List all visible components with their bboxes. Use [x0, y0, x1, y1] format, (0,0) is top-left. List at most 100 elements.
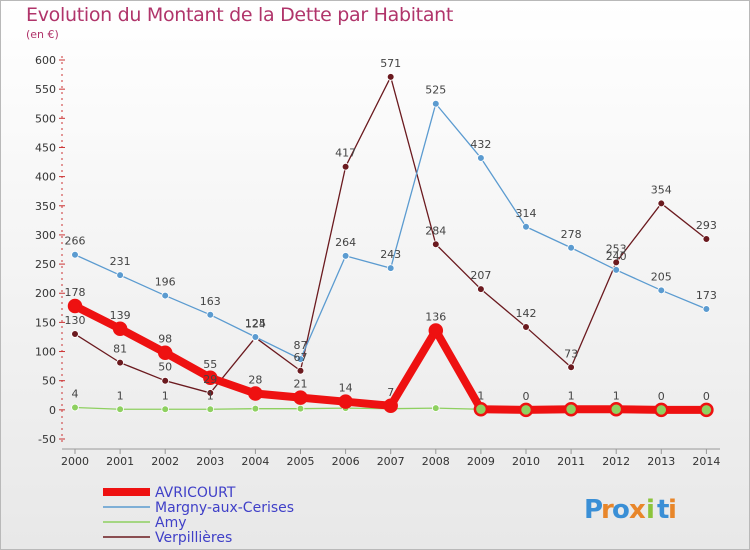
data-point: [657, 286, 666, 295]
y-tick-label: 400: [35, 171, 56, 184]
data-label: 1: [568, 389, 575, 402]
data-label: 293: [696, 219, 717, 232]
data-label: 81: [113, 343, 127, 356]
data-label: 14: [339, 382, 353, 395]
x-tick-label: 2002: [151, 455, 179, 468]
data-point: [296, 366, 305, 375]
data-point: [206, 389, 215, 397]
data-label: 0: [703, 390, 710, 403]
data-label: 1: [117, 389, 124, 402]
data-point: [161, 405, 170, 414]
logo-letter: r: [601, 495, 614, 525]
y-tick-label: 0: [49, 404, 56, 417]
x-tick-label: 2008: [422, 455, 450, 468]
data-point: [702, 235, 711, 243]
logo-letter: x: [629, 495, 646, 525]
data-label: 50: [158, 361, 172, 374]
legend-item: Margny-aux-Cerises: [155, 500, 294, 516]
data-label: 98: [158, 333, 172, 346]
data-point: [612, 266, 620, 274]
data-point: [157, 345, 173, 360]
data-point: [296, 355, 305, 363]
data-point: [518, 402, 534, 418]
data-point: [567, 243, 575, 252]
x-tick-label: 2007: [377, 455, 405, 468]
data-point: [116, 405, 124, 414]
data-label: 207: [470, 269, 491, 282]
data-label: 243: [380, 248, 401, 261]
x-tick-label: 2012: [602, 455, 630, 468]
data-label: 196: [155, 276, 176, 289]
y-tick-label: 500: [35, 112, 56, 125]
data-point: [383, 398, 398, 414]
data-label: 7: [387, 386, 394, 399]
data-label: 4: [72, 388, 79, 401]
data-label: 55: [203, 358, 217, 371]
proxiti-logo: Pro x i ti: [584, 495, 677, 525]
data-label: 130: [65, 314, 86, 327]
data-label: 1: [477, 389, 484, 402]
data-point: [341, 162, 350, 171]
x-tick-label: 2010: [512, 455, 540, 468]
data-label: 266: [65, 235, 86, 248]
data-point: [567, 363, 575, 372]
x-tick-label: 2005: [287, 455, 315, 468]
logo-letter: P: [584, 495, 603, 525]
data-point: [251, 333, 260, 341]
data-point: [657, 199, 666, 208]
data-point: [161, 291, 170, 300]
data-label: 178: [65, 286, 86, 299]
data-point: [431, 99, 440, 108]
data-point: [522, 222, 530, 231]
data-point: [251, 404, 260, 413]
data-point: [473, 402, 489, 417]
y-tick-label: 250: [35, 258, 56, 271]
data-label: 525: [425, 84, 446, 97]
logo-letter: t: [657, 495, 669, 525]
data-point: [67, 298, 83, 314]
x-tick-label: 2009: [467, 455, 495, 468]
series-layer: [67, 73, 714, 418]
data-point: [116, 271, 124, 279]
logo-letter: o: [612, 495, 630, 525]
data-point: [341, 252, 350, 260]
y-tick-label: 100: [35, 346, 56, 359]
legend: AVRICOURTMargny-aux-CerisesAmyVerpillièr…: [103, 485, 294, 546]
data-label: 571: [380, 57, 401, 70]
logo-letter: i: [646, 495, 655, 525]
data-label: 28: [248, 374, 262, 387]
data-point: [477, 154, 485, 162]
data-point: [296, 404, 305, 413]
data-point: [203, 370, 218, 386]
data-point: [206, 311, 215, 319]
y-tick-label: 550: [35, 83, 56, 96]
y-tick-label: 200: [35, 287, 56, 300]
data-point: [293, 390, 308, 405]
data-label: 1: [162, 389, 169, 402]
data-point: [428, 323, 444, 338]
data-label: 264: [335, 236, 356, 249]
data-label: 278: [561, 228, 582, 241]
data-label: 432: [470, 138, 491, 151]
data-label: 173: [696, 289, 717, 302]
x-tick-label: 2003: [196, 455, 224, 468]
data-point: [161, 376, 170, 385]
y-tick-label: 50: [42, 375, 56, 388]
data-point: [386, 264, 395, 272]
y-tick-label: 300: [35, 229, 56, 242]
data-point: [563, 402, 579, 417]
data-label: 1: [207, 389, 214, 402]
x-tick-label: 2013: [647, 455, 675, 468]
data-point: [702, 305, 711, 313]
data-point: [699, 402, 714, 418]
data-label: 73: [564, 347, 578, 360]
y-tick-label: 600: [35, 54, 56, 67]
data-label: 0: [658, 390, 665, 403]
data-label: 87: [294, 339, 308, 352]
data-label: 142: [516, 307, 537, 320]
data-point: [248, 386, 263, 401]
data-point: [654, 402, 669, 418]
chart-subtitle: (en €): [26, 28, 59, 41]
